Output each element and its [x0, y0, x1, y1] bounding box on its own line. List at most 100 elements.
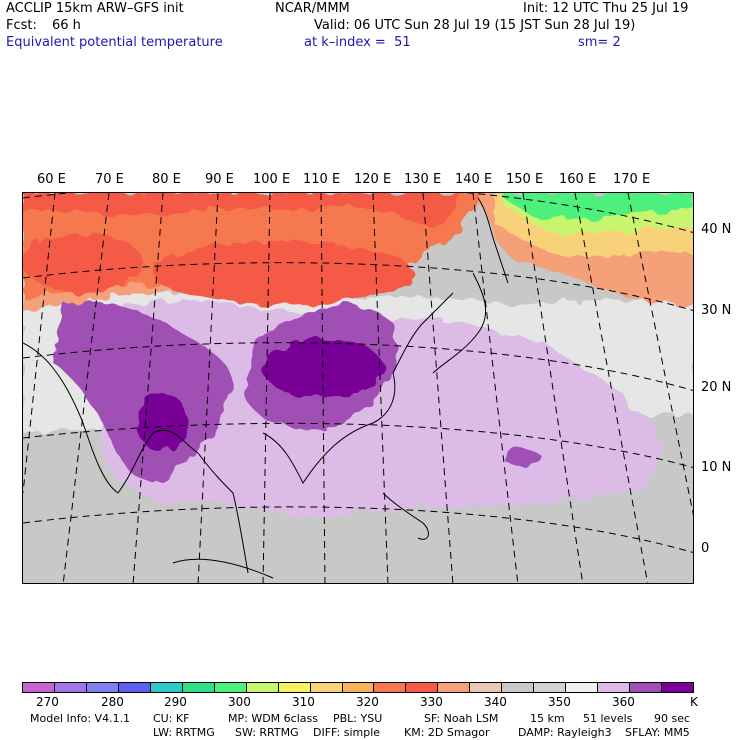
colorbar-swatch [54, 683, 87, 692]
colorbar-swatch [310, 683, 343, 692]
lon-label: 170 E [613, 172, 651, 187]
north-band-core [23, 193, 463, 226]
forecast-hours: 66 h [52, 18, 81, 33]
smoothing-label: sm= 2 [578, 35, 621, 50]
lon-label: 110 E [303, 172, 341, 187]
lon-label: 90 E [205, 172, 234, 187]
valid-time: Valid: 06 UTC Sun 28 Jul 19 (15 JST Sun … [314, 18, 636, 33]
colorbar-swatch [118, 683, 151, 692]
sf-scheme: SF: Noah LSM [424, 712, 499, 725]
colorbar-label: 280 [101, 695, 124, 709]
graticule-line [23, 342, 693, 391]
colorbar-label: 310 [292, 695, 315, 709]
graticule-line [320, 193, 326, 583]
colorbar-label: 270 [36, 695, 59, 709]
colorbar-swatch [342, 683, 375, 692]
graticule-line [627, 193, 693, 516]
colorbar-swatch [278, 683, 311, 692]
colorbar-swatch [374, 683, 407, 692]
sflay-scheme: SFLAY: MM5 [625, 726, 690, 739]
graticule-line [262, 193, 271, 583]
coastline [262, 292, 454, 484]
level-count: 51 levels [583, 712, 633, 725]
colorbar-swatch [214, 683, 247, 692]
mongolia-core [153, 241, 413, 305]
colorbar-swatch [502, 683, 535, 692]
colorbar-swatch [566, 683, 599, 692]
cu-scheme: CU: KF [153, 712, 190, 725]
india-purple [53, 301, 233, 482]
graticule-line [23, 506, 693, 553]
lon-label: 160 E [559, 172, 597, 187]
graticule-line [62, 193, 110, 583]
lat-label: 20 N [701, 380, 732, 395]
ne-band-300 [503, 193, 693, 220]
graticule-line [23, 422, 693, 468]
lw-scheme: LW: RRTMG [153, 726, 215, 739]
lon-label: 70 E [95, 172, 124, 187]
theta-e-map [22, 192, 694, 584]
pacific-purple [505, 448, 541, 468]
colorbar-unit: K [690, 695, 698, 709]
coastline [23, 342, 249, 574]
graticule-line [574, 193, 649, 583]
china-core [263, 338, 383, 398]
lon-label: 60 E [37, 172, 66, 187]
lon-label: 140 E [455, 172, 493, 187]
west-core [23, 233, 143, 293]
bengal-core [138, 393, 188, 453]
colorbar-swatch [246, 683, 279, 692]
lat-label: 0 [701, 541, 710, 556]
colorbar-label: 300 [228, 695, 251, 709]
sw-scheme: SW: RRTMG [235, 726, 299, 739]
level-index: at k–index = 51 [304, 35, 411, 50]
graticule-line [472, 193, 519, 583]
lat-label: 40 N [701, 222, 732, 237]
diff-scheme: DIFF: simple [313, 726, 381, 739]
colorbar-label: 330 [420, 695, 443, 709]
colorbar-swatch [630, 683, 663, 692]
lat-label: 10 N [701, 460, 732, 475]
colorbar-swatch [86, 683, 119, 692]
model-title: ACCLIP 15km ARW–GFS init [6, 1, 184, 16]
colorbar-swatch [598, 683, 631, 692]
colorbar-label: 340 [484, 695, 507, 709]
colorbar-swatch [150, 683, 183, 692]
graticule-line [23, 262, 693, 311]
lat-label: 30 N [701, 303, 732, 318]
colorbar-swatch [23, 683, 55, 692]
coastline [432, 272, 487, 374]
mp-scheme: MP: WDM 6class [228, 712, 318, 725]
colorbar-label: 320 [356, 695, 379, 709]
colorbar-swatch [534, 683, 567, 692]
colorbar-label: 350 [548, 695, 571, 709]
colorbar [22, 682, 694, 693]
timestep: 90 sec [654, 712, 691, 725]
lon-label: 100 E [253, 172, 291, 187]
pbl-scheme: PBL: YSU [333, 712, 383, 725]
forecast-label: Fcst: [6, 18, 37, 33]
init-time: Init: 12 UTC Thu 25 Jul 19 [523, 1, 689, 16]
coastline [477, 197, 509, 284]
colorbar-swatch [438, 683, 471, 692]
lon-label: 150 E [506, 172, 544, 187]
pacific-lilac [403, 393, 661, 497]
graticule-line [132, 193, 164, 583]
graticule [23, 193, 693, 583]
km-scheme: KM: 2D Smagor [404, 726, 490, 739]
lon-label: 130 E [404, 172, 442, 187]
south-grey [23, 433, 693, 583]
graticule-line [522, 193, 584, 583]
graticule-line [23, 193, 56, 494]
coastline [382, 492, 429, 540]
graticule-line [422, 193, 454, 583]
colorbar-swatch [406, 683, 439, 692]
colorbar-label: 290 [164, 695, 187, 709]
field-name: Equivalent potential temperature [6, 35, 223, 50]
org-label: NCAR/MMM [275, 1, 350, 16]
lon-label: 80 E [152, 172, 181, 187]
resolution: 15 km [530, 712, 565, 725]
lon-label: 120 E [354, 172, 392, 187]
colorbar-swatch [182, 683, 215, 692]
colorbar-label: 360 [612, 695, 635, 709]
